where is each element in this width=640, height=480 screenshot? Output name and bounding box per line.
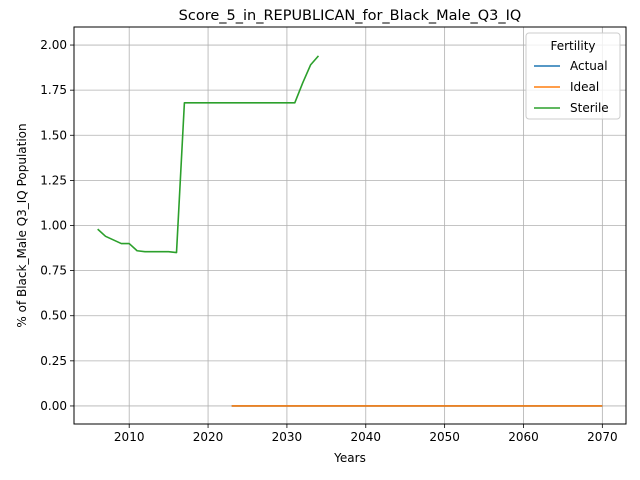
legend-label-ideal: Ideal [570, 80, 599, 94]
y-axis-label: % of Black_Male Q3_IQ Population [15, 123, 29, 327]
y-tick-label: 1.25 [40, 173, 67, 187]
x-tick-label: 2030 [272, 430, 303, 444]
x-tick-label: 2050 [429, 430, 460, 444]
y-tick-label: 2.00 [40, 38, 67, 52]
y-tick-label: 1.75 [40, 83, 67, 97]
x-tick-label: 2010 [114, 430, 145, 444]
y-tick-label: 0.75 [40, 264, 67, 278]
x-tick-label: 2070 [587, 430, 618, 444]
y-tick-label: 0.00 [40, 399, 67, 413]
x-tick-label: 2060 [508, 430, 539, 444]
y-tick-label: 0.50 [40, 309, 67, 323]
x-tick-label: 2040 [350, 430, 381, 444]
legend: Fertility Actual Ideal Sterile [526, 33, 620, 119]
y-tick-label: 0.25 [40, 354, 67, 368]
legend-label-actual: Actual [570, 59, 608, 73]
y-tick-label: 1.50 [40, 128, 67, 142]
legend-label-sterile: Sterile [570, 101, 609, 115]
x-axis-label: Years [333, 451, 366, 465]
y-tick-label: 1.00 [40, 219, 67, 233]
legend-title: Fertility [550, 39, 595, 53]
chart-title: Score_5_in_REPUBLICAN_for_Black_Male_Q3_… [179, 8, 522, 24]
x-tick-label: 2020 [193, 430, 224, 444]
